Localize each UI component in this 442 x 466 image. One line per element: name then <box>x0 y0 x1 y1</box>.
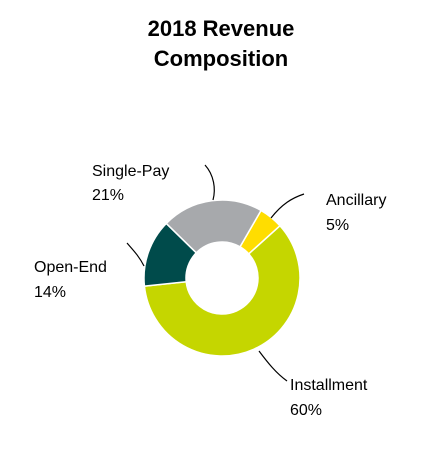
leader-line-single-pay <box>204 164 215 201</box>
slice-value-open-end: 14% <box>34 284 66 301</box>
slice-label-open-end: Open-End <box>34 259 107 276</box>
leader-line-installment <box>258 350 288 382</box>
donut-slice-installment <box>143 224 301 357</box>
chart-title-line-2: Composition <box>153 46 289 71</box>
chart-title-line-1: 2018 Revenue <box>147 16 295 41</box>
slice-value-single-pay: 21% <box>92 187 124 204</box>
leader-line-open-end <box>126 242 145 267</box>
slice-label-single-pay: Single-Pay <box>92 163 169 180</box>
slice-value-ancillary: 5% <box>326 217 349 234</box>
slice-value-installment: 60% <box>290 402 322 419</box>
slice-label-ancillary: Ancillary <box>326 192 386 209</box>
slice-label-installment: Installment <box>290 377 368 394</box>
donut-slice-single-pay <box>165 199 263 254</box>
leader-line-ancillary <box>270 193 305 219</box>
